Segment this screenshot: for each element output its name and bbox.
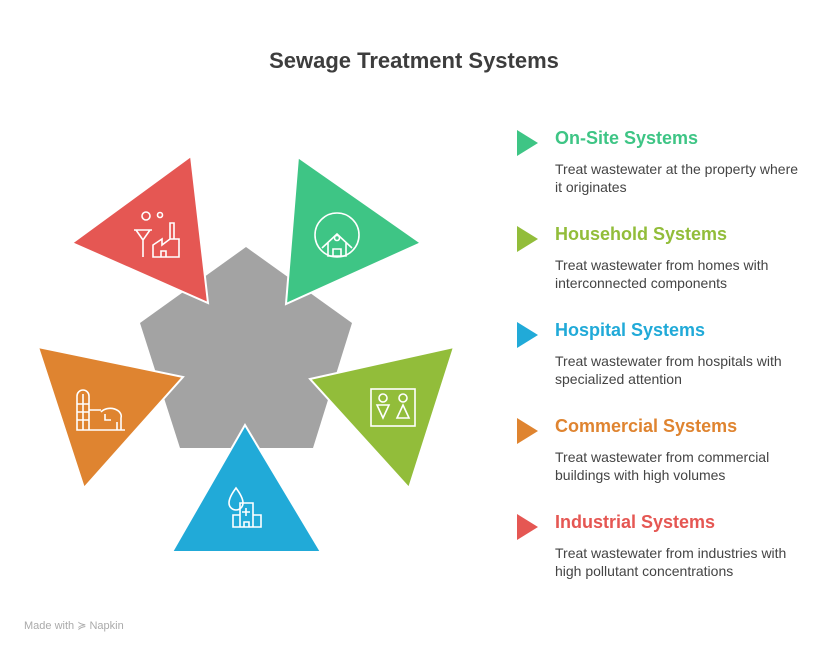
triangle-marker-icon: [517, 322, 538, 348]
footer-credit: Made with ≽ Napkin: [24, 619, 124, 632]
item-title: Industrial Systems: [555, 512, 716, 532]
factory-icon: [134, 211, 180, 258]
item-title: On-Site Systems: [555, 128, 699, 148]
triangle-hospital: [170, 423, 323, 553]
triangle-marker-icon: [517, 418, 538, 444]
item-description: Treat wastewater at the property where i…: [555, 161, 799, 195]
triangle-marker-icon: [517, 514, 538, 540]
triangle-on-site: [284, 155, 424, 306]
item-description: Treat wastewater from homes with interco…: [555, 257, 769, 291]
page-title: Sewage Treatment Systems: [269, 48, 559, 73]
item-title: Commercial Systems: [555, 416, 738, 436]
item-description: Treat wastewater from industries with hi…: [555, 545, 787, 579]
triangle-marker-icon: [517, 226, 538, 252]
item-title: Hospital Systems: [555, 320, 706, 340]
house-globe-icon: [314, 212, 360, 258]
napkin-brand: Napkin: [89, 620, 124, 632]
hospital-drop-icon: [228, 486, 262, 528]
item-title: Household Systems: [555, 224, 728, 244]
triangle-commercial: [36, 345, 185, 490]
item-description: Treat wastewater from hospitals with spe…: [555, 353, 782, 387]
item-description: Treat wastewater from commercial buildin…: [555, 449, 770, 483]
triangle-marker-icon: [517, 130, 538, 156]
restroom-icon: [370, 388, 416, 427]
silo-building-icon: [76, 389, 125, 431]
napkin-logo-icon: ≽: [77, 620, 87, 632]
made-with-text: Made with: [24, 620, 75, 632]
